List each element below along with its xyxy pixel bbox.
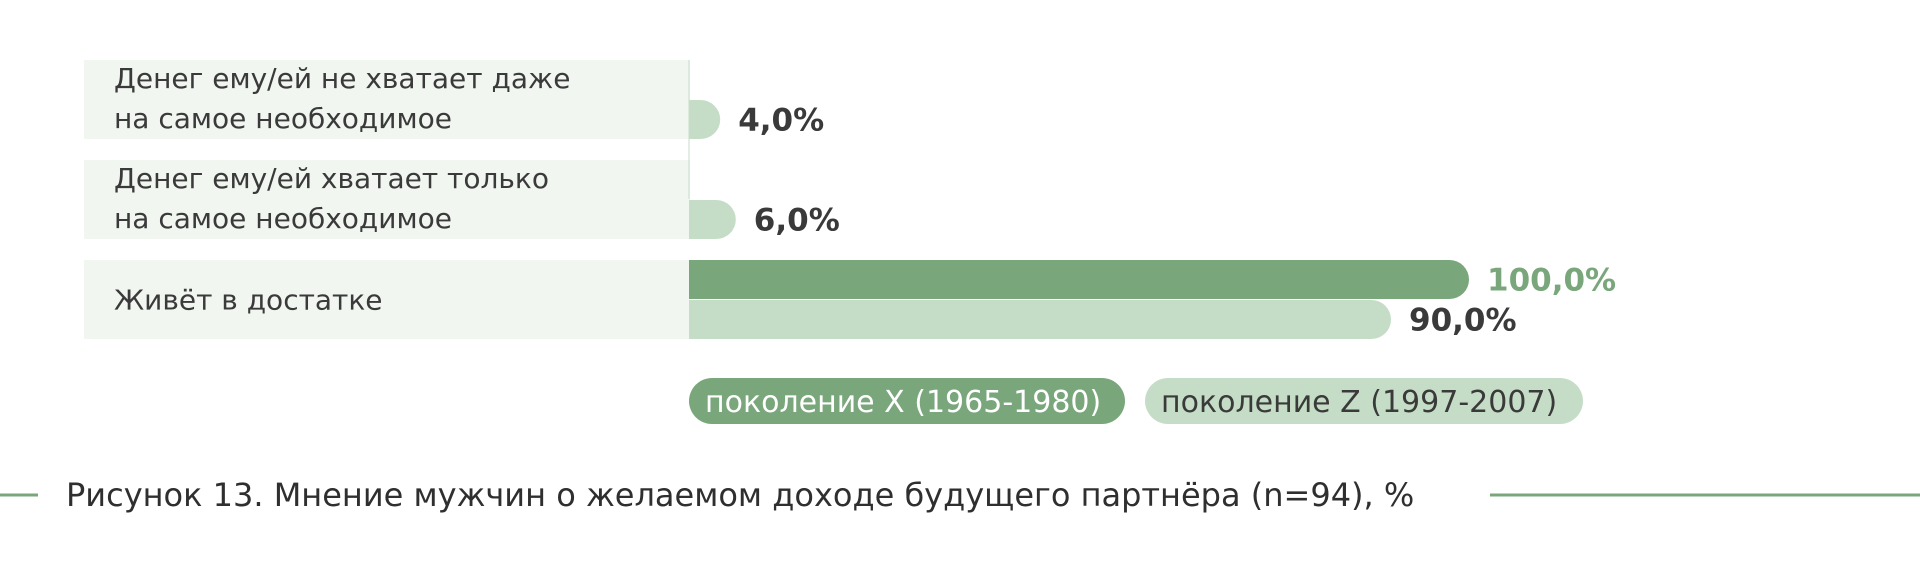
category-label-line: Денег ему/ей не хватает даже <box>114 62 570 95</box>
legend-swatch <box>1145 378 1583 424</box>
value-label: 100,0% <box>1487 263 1616 299</box>
legend-swatch <box>689 378 1125 424</box>
category-label-line: на самое необходимое <box>114 102 452 135</box>
value-label: 90,0% <box>1409 303 1517 339</box>
category-rows: Денег ему/ей не хватает даже на самое нео… <box>84 60 690 339</box>
bar-series-2 <box>689 200 736 239</box>
figure-caption-text: Рисунок 13. Мнение мужчин о желаемом дох… <box>66 476 1414 514</box>
value-label: 6,0% <box>754 203 840 239</box>
value-label: 4,0% <box>738 103 824 139</box>
category-label: Денег ему/ей не хватает даже на самое нео… <box>114 62 570 135</box>
category-label-line: на самое необходимое <box>114 202 452 235</box>
category-label-line: Денег ему/ей хватает только <box>114 162 549 195</box>
category-row-background <box>84 160 690 239</box>
legend: поколение X (1965-1980) поколение Z (1997… <box>689 378 1583 424</box>
bar-series-2 <box>689 100 721 139</box>
bar-series-2 <box>689 300 1391 339</box>
legend-item-label: поколение Z (1997-2007) <box>1161 385 1557 420</box>
bar-series-1 <box>689 260 1469 299</box>
bars <box>688 60 1469 339</box>
category-row-background <box>84 260 690 339</box>
value-labels: 4,0% 6,0% 100,0% 90,0% <box>738 103 1616 339</box>
category-label: Денег ему/ей хватает только на самое необ… <box>114 162 549 235</box>
figure-caption: Рисунок 13. Мнение мужчин о желаемом дох… <box>0 476 1920 514</box>
legend-item-label: поколение X (1965-1980) <box>705 385 1101 420</box>
category-row-background <box>84 60 690 139</box>
category-label: Живёт в достатке <box>114 284 383 317</box>
